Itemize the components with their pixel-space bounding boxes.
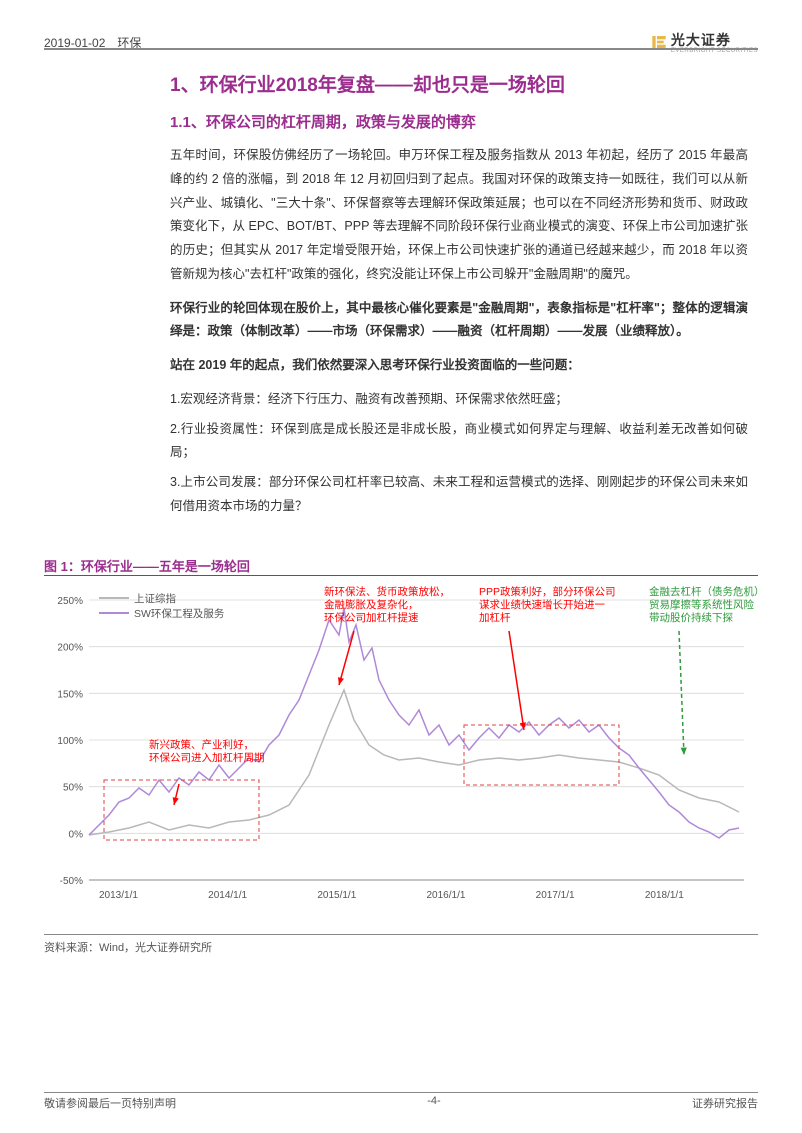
svg-text:金融膨胀及复杂化，: 金融膨胀及复杂化， bbox=[324, 598, 419, 611]
list-item-3: 3.上市公司发展：部分环保公司杠杆率已较高、未来工程和运营模式的选择、刚刚起步的… bbox=[170, 471, 748, 519]
svg-text:2015/1/1: 2015/1/1 bbox=[317, 890, 356, 901]
line-chart: -50% 0% 50% 100% 150% 200% 250% 2013/1/1 2014/1/… bbox=[44, 580, 758, 930]
svg-text:100%: 100% bbox=[57, 736, 83, 747]
svg-text:加杠杆: 加杠杆 bbox=[479, 611, 511, 624]
svg-text:上证综指: 上证综指 bbox=[134, 592, 176, 605]
svg-text:谋求业绩快速增长开始进一: 谋求业绩快速增长开始进一 bbox=[479, 598, 605, 611]
list-item-1: 1.宏观经济背景：经济下行压力、融资有改善预期、环保需求依然旺盛； bbox=[170, 388, 748, 412]
svg-text:0%: 0% bbox=[69, 829, 84, 840]
svg-text:250%: 250% bbox=[57, 596, 83, 607]
figure-caption-rule bbox=[44, 575, 758, 576]
list-item-2: 2.行业投资属性：环保到底是成长股还是非成长股，商业模式如何界定与理解、收益利差… bbox=[170, 418, 748, 466]
svg-text:金融去杠杆（债务危机）: 金融去杠杆（债务危机） bbox=[649, 585, 758, 598]
chart-container: -50% 0% 50% 100% 150% 200% 250% 2013/1/1 2014/1/… bbox=[44, 580, 758, 930]
paragraph-1: 五年时间，环保股仿佛经历了一场轮回。申万环保工程及服务指数从 2013 年初起，… bbox=[170, 144, 748, 287]
svg-text:2017/1/1: 2017/1/1 bbox=[536, 890, 575, 901]
svg-text:新环保法、货币政策放松，: 新环保法、货币政策放松， bbox=[324, 585, 450, 598]
heading-2: 1.1、环保公司的杠杆周期，政策与发展的博弈 bbox=[170, 111, 748, 132]
svg-text:贸易摩擦等系统性风险: 贸易摩擦等系统性风险 bbox=[649, 598, 754, 611]
footer-center: -4- bbox=[427, 1095, 440, 1111]
brand: 光大证券 EVERBRIGHT SECURITIES bbox=[651, 30, 758, 54]
svg-text:SW环保工程及服务: SW环保工程及服务 bbox=[134, 607, 225, 620]
figure-caption: 图 1：环保行业——五年是一场轮回 bbox=[44, 556, 250, 575]
footer-right: 证券研究报告 bbox=[692, 1095, 758, 1111]
svg-text:2016/1/1: 2016/1/1 bbox=[427, 890, 466, 901]
heading-1: 1、环保行业2018年复盘——却也只是一场轮回 bbox=[170, 70, 748, 97]
footer-left: 敬请参阅最后一页特别声明 bbox=[44, 1095, 176, 1111]
svg-text:环保公司加杠杆提速: 环保公司加杠杆提速 bbox=[324, 611, 419, 624]
svg-text:200%: 200% bbox=[57, 643, 83, 654]
svg-text:2014/1/1: 2014/1/1 bbox=[208, 890, 247, 901]
brand-name: 光大证券 bbox=[671, 30, 758, 50]
svg-text:50%: 50% bbox=[63, 783, 83, 794]
footer-rule bbox=[44, 1092, 758, 1094]
svg-text:环保公司进入加杠杆周期: 环保公司进入加杠杆周期 bbox=[149, 751, 265, 764]
content-column: 1、环保行业2018年复盘——却也只是一场轮回 1.1、环保公司的杠杆周期，政策… bbox=[170, 70, 748, 525]
svg-text:-50%: -50% bbox=[60, 876, 83, 887]
paragraph-3: 站在 2019 年的起点，我们依然要深入思考环保行业投资面临的一些问题： bbox=[170, 354, 748, 378]
svg-text:PPP政策利好，部分环保公司: PPP政策利好，部分环保公司 bbox=[479, 585, 616, 598]
page-footer: 敬请参阅最后一页特别声明 -4- 证券研究报告 bbox=[44, 1095, 758, 1111]
page-header: 2019-01-02 环保 光大证券 EVERBRIGHT SECURITIES bbox=[44, 30, 758, 54]
svg-text:2018/1/1: 2018/1/1 bbox=[645, 890, 684, 901]
svg-text:2013/1/1: 2013/1/1 bbox=[99, 890, 138, 901]
svg-text:150%: 150% bbox=[57, 689, 83, 700]
svg-text:新兴政策、产业利好，: 新兴政策、产业利好， bbox=[149, 738, 254, 751]
paragraph-2: 环保行业的轮回体现在股价上，其中最核心催化要素是"金融周期"，表象指标是"杠杆率… bbox=[170, 297, 748, 345]
svg-text:带动股价持续下探: 带动股价持续下探 bbox=[649, 611, 733, 624]
figure-source: 资料来源：Wind，光大证券研究所 bbox=[44, 934, 758, 955]
header-rule bbox=[44, 48, 758, 50]
